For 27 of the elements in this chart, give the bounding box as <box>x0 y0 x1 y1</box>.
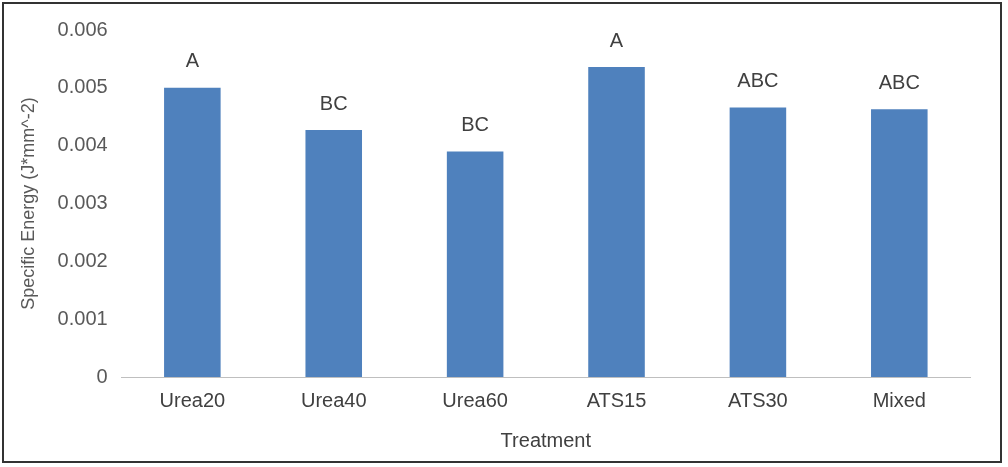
y-tick-label: 0.002 <box>57 248 108 271</box>
annotation: BC <box>319 91 348 114</box>
x-tick-label: Mixed <box>872 388 926 411</box>
bar <box>164 87 221 377</box>
y-tick-label: 0.006 <box>57 17 108 40</box>
bar <box>871 109 928 377</box>
x-tick-label: Urea60 <box>442 388 508 411</box>
y-axis-title: Specific Energy (J*mm^-2) <box>17 97 38 310</box>
annotation: BC <box>461 112 490 135</box>
y-tick-label: 0.004 <box>57 133 108 156</box>
x-axis-title: Treatment <box>500 428 592 451</box>
annotation: A <box>185 49 200 72</box>
annotation: ABC <box>878 70 920 93</box>
bar <box>588 67 645 377</box>
annotation: A <box>609 28 624 51</box>
x-tick-label: ATS30 <box>728 388 788 411</box>
y-tick-label: 0.003 <box>57 191 108 214</box>
bar <box>305 130 363 377</box>
bar <box>446 151 504 377</box>
x-tick-label: Urea40 <box>300 388 367 411</box>
y-tick-label: 0.001 <box>57 306 108 329</box>
y-tick-label: 0 <box>96 364 108 387</box>
annotation: ABC <box>737 69 779 92</box>
x-tick-label: ATS15 <box>586 388 647 411</box>
bar <box>729 107 787 377</box>
y-tick-label: 0.005 <box>57 75 108 98</box>
x-tick-label: Urea20 <box>159 388 226 411</box>
